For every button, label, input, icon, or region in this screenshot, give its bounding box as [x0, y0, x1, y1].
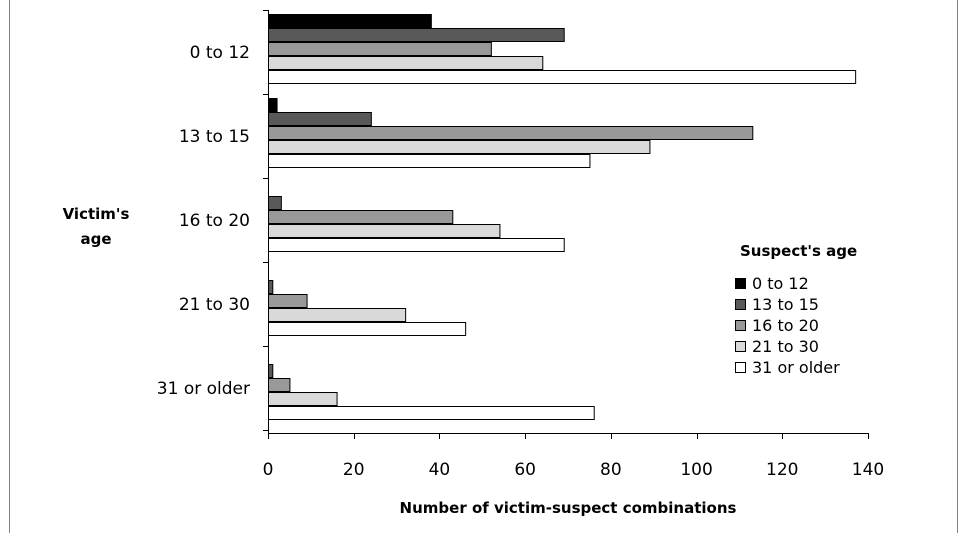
x-tick-label: 0	[263, 460, 274, 480]
category-label: 16 to 20	[179, 211, 250, 231]
bar	[268, 70, 857, 84]
x-tick-label: 120	[766, 460, 798, 480]
bar	[268, 140, 651, 154]
y-axis-title-line-2: age	[80, 230, 111, 248]
x-tick-label: 60	[514, 460, 536, 480]
category-label: 31 or older	[157, 379, 250, 399]
bar	[268, 238, 565, 252]
legend-label: 13 to 15	[752, 295, 819, 314]
bar	[268, 14, 432, 28]
category-label: 21 to 30	[179, 295, 250, 315]
legend-label: 21 to 30	[752, 337, 819, 356]
legend-swatch	[735, 341, 746, 352]
x-axis-title: Number of victim-suspect combinations	[400, 499, 737, 517]
bar	[268, 196, 282, 210]
bar	[268, 280, 274, 294]
bar	[268, 378, 291, 392]
bar	[268, 294, 308, 308]
legend-label: 31 or older	[752, 358, 840, 377]
x-tick-label: 80	[600, 460, 622, 480]
bar	[268, 224, 501, 238]
category-label: 0 to 12	[190, 43, 250, 63]
bar	[268, 112, 372, 126]
x-tick-label: 40	[429, 460, 451, 480]
bar	[268, 210, 454, 224]
bars-group	[268, 14, 857, 420]
bar	[268, 98, 278, 112]
legend-swatch	[735, 299, 746, 310]
bar	[268, 42, 492, 56]
legend-swatch	[735, 362, 746, 373]
legend-swatch	[735, 320, 746, 331]
category-labels: 0 to 12 13 to 15 16 to 20 21 to 30 31 or old…	[157, 43, 250, 399]
legend-label: 16 to 20	[752, 316, 819, 335]
bar	[268, 154, 591, 168]
legend-label: 0 to 12	[752, 274, 809, 293]
bar	[268, 308, 407, 322]
x-tick-label: 100	[680, 460, 712, 480]
x-tick-label: 140	[852, 460, 884, 480]
bar	[268, 56, 544, 70]
category-label: 13 to 15	[179, 127, 250, 147]
x-tick-label: 20	[343, 460, 365, 480]
bar	[268, 364, 274, 378]
y-tick-marks	[263, 10, 268, 431]
bar	[268, 392, 338, 406]
legend-title: Suspect's age	[740, 242, 857, 260]
bar	[268, 28, 565, 42]
y-axis-title-line-1: Victim's	[63, 205, 130, 223]
bar	[268, 126, 754, 140]
legend: 0 to 12 13 to 15 16 to 20 21 to 30 31 or old…	[735, 274, 840, 377]
bar	[268, 322, 467, 336]
x-tick-labels: 0 20 40 60 80 100 120 140	[263, 460, 885, 480]
legend-swatch	[735, 278, 746, 289]
bar	[268, 406, 595, 420]
